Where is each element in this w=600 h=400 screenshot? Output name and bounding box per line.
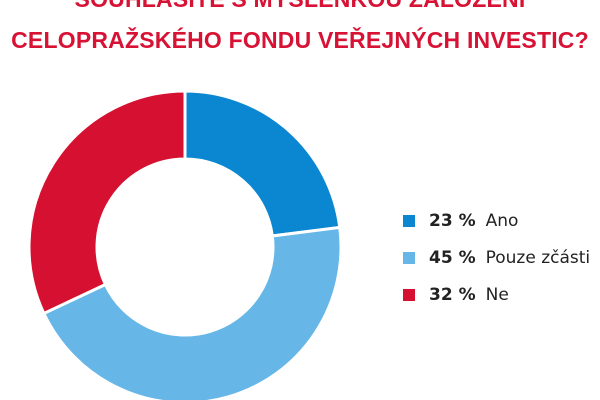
donut-slice-ne xyxy=(27,89,187,316)
legend-swatch xyxy=(403,251,415,264)
legend-item-ano: 23 % Ano xyxy=(403,202,590,239)
legend-swatch xyxy=(403,214,415,227)
legend-value: 32 % xyxy=(429,284,476,305)
donut-slice-ano xyxy=(183,89,342,238)
legend-swatch xyxy=(403,288,415,301)
legend-label: Ano xyxy=(485,210,519,231)
legend-label: Pouze zčásti xyxy=(485,247,591,268)
legend: 23 % Ano 45 % Pouze zčásti 32 % Ne xyxy=(403,202,590,313)
legend-value: 45 % xyxy=(429,247,476,268)
chart-title-line-2: CELOPRAŽSKÉHO FONDU VEŘEJNÝCH INVESTIC? xyxy=(11,27,589,53)
legend-value: 23 % xyxy=(429,210,476,231)
legend-item-pouze-zcasti: 45 % Pouze zčásti xyxy=(403,239,590,276)
legend-item-ne: 32 % Ne xyxy=(403,276,590,313)
chart-title-line-1: SOUHLASÍTE S MYŠLENKOU ZALOŽENÍ xyxy=(0,0,600,13)
legend-label: Ne xyxy=(485,284,509,305)
donut-slice-pouze-zčásti xyxy=(41,225,343,400)
